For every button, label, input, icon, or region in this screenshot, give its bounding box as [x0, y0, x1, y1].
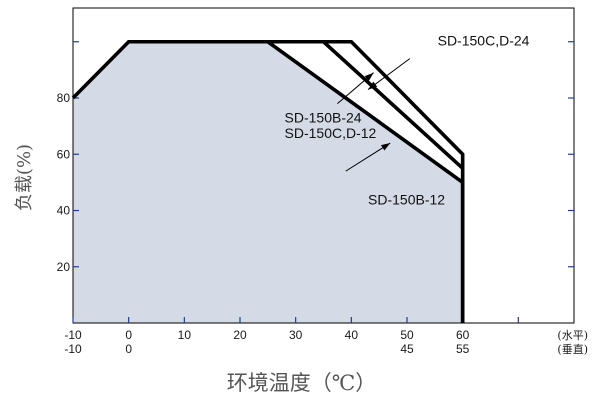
plot-frame: [72, 7, 575, 324]
annotation-arrowhead: [364, 72, 374, 81]
axis-ticks: [72, 41, 574, 323]
y-axis-label: 负载(%): [14, 144, 35, 211]
x-tick-label-vertical: 45: [400, 342, 414, 356]
x-tick-label: 60: [456, 328, 470, 342]
derating-area: [73, 41, 463, 323]
y-tick-labels: 20 40 60 80: [57, 91, 71, 274]
annotation-label: SD-150B-12: [368, 191, 445, 207]
x-unit-vertical: (垂直): [557, 342, 588, 356]
x-tick-label-vertical: -10: [64, 342, 82, 356]
plot-area: [71, 7, 575, 324]
x-unit-horizontal: (水平): [557, 329, 588, 342]
x-tick-label-vertical: 0: [125, 342, 132, 356]
x-tick-label: -10: [64, 328, 82, 342]
x-tick-label: 0: [125, 328, 132, 342]
x-tick-label: 40: [345, 328, 359, 342]
y-tick-label: 80: [57, 91, 71, 105]
annotation-label: SD-150C,D-12: [285, 125, 377, 141]
series-line-3: [323, 39, 465, 323]
annotation-label: SD-150B-24: [285, 110, 362, 126]
x-tick-label: 30: [289, 328, 303, 342]
annotation-arrows: [337, 58, 411, 172]
x-axis-label: 环境温度（℃）: [227, 371, 377, 395]
series-lines: [71, 39, 465, 323]
annotation-arrowhead: [380, 143, 391, 151]
x-tick-label: 20: [233, 328, 247, 342]
annotation-arrowhead: [368, 81, 378, 90]
annotation-label: SD-150C,D-24: [438, 32, 530, 48]
x-tick-label: 50: [400, 328, 414, 342]
y-tick-label: 60: [57, 147, 71, 161]
x-tick-label-vertical: 55: [456, 342, 470, 356]
y-tick-label: 40: [57, 204, 71, 218]
y-tick-label: 20: [57, 260, 71, 274]
x-tick-label: 10: [178, 328, 192, 342]
